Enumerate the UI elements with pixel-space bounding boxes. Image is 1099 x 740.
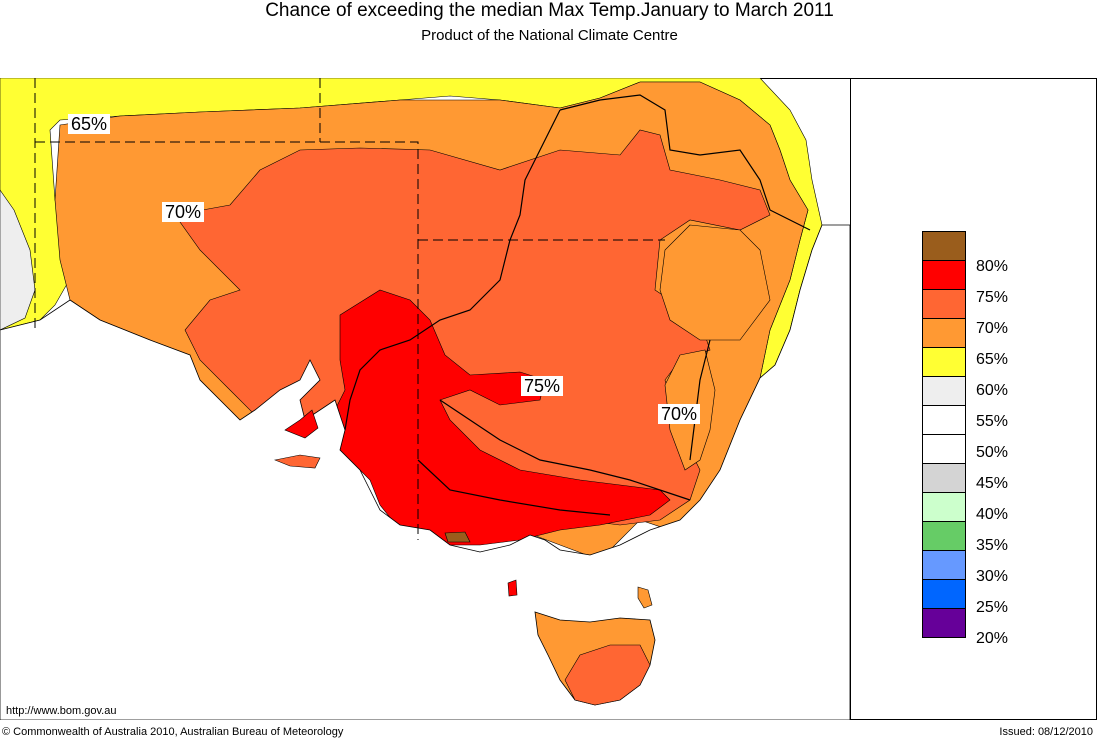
kangaroo-island	[273, 454, 321, 469]
zone-75	[329, 289, 671, 546]
source-url[interactable]: http://www.bom.gov.au	[6, 705, 117, 717]
legend-label: 65%	[976, 351, 1009, 368]
zone-80	[444, 531, 471, 543]
legend-swatch	[922, 318, 966, 348]
legend-swatch	[922, 260, 966, 290]
legend-label: 35%	[976, 537, 1009, 554]
legend-divider	[850, 78, 851, 720]
legend-label: 60%	[976, 382, 1009, 399]
legend-swatch	[922, 376, 966, 406]
legend-swatch	[922, 492, 966, 522]
legend-swatch	[922, 405, 966, 435]
legend-label: 70%	[976, 320, 1009, 337]
map-title: Chance of exceeding the median Max Temp.…	[265, 0, 834, 21]
tasmania-70	[564, 644, 651, 706]
legend-swatch	[922, 434, 966, 464]
river-borders	[344, 94, 811, 516]
zone-65-east	[659, 224, 771, 341]
yorke-peninsula	[284, 409, 319, 439]
legend-label: 45%	[976, 475, 1009, 492]
legend-label: 30%	[976, 568, 1009, 585]
legend-label: 20%	[976, 630, 1009, 647]
legend-swatch	[922, 521, 966, 551]
legend-swatch	[922, 550, 966, 580]
legend-label: 55%	[976, 413, 1009, 430]
contour-label-65: 65%	[68, 114, 111, 134]
king-island	[507, 579, 518, 597]
legend-swatch	[922, 579, 966, 609]
legend-swatch	[922, 608, 966, 638]
legend-label: 25%	[976, 599, 1009, 616]
issued-date: Issued: 08/12/2010	[999, 726, 1093, 738]
legend-swatch	[922, 231, 966, 261]
legend-swatch	[922, 347, 966, 377]
contour-label-70-west: 70%	[162, 202, 205, 222]
contour-label-70-east: 70%	[658, 404, 701, 424]
flinders-island	[637, 586, 653, 609]
southern-ocean	[0, 224, 850, 720]
legend-swatch	[922, 289, 966, 319]
contour-label-75: 75%	[521, 376, 564, 396]
legend-label: 80%	[976, 258, 1009, 275]
legend-swatch	[922, 463, 966, 493]
legend-label: 40%	[976, 506, 1009, 523]
legend-label: 50%	[976, 444, 1009, 461]
color-legend	[922, 231, 966, 638]
legend-label: 75%	[976, 289, 1009, 306]
map-subtitle: Product of the National Climate Centre	[421, 27, 678, 44]
temperature-map	[0, 78, 850, 720]
copyright-notice: © Commonwealth of Australia 2010, Austra…	[2, 726, 344, 738]
state-borders	[34, 78, 665, 540]
